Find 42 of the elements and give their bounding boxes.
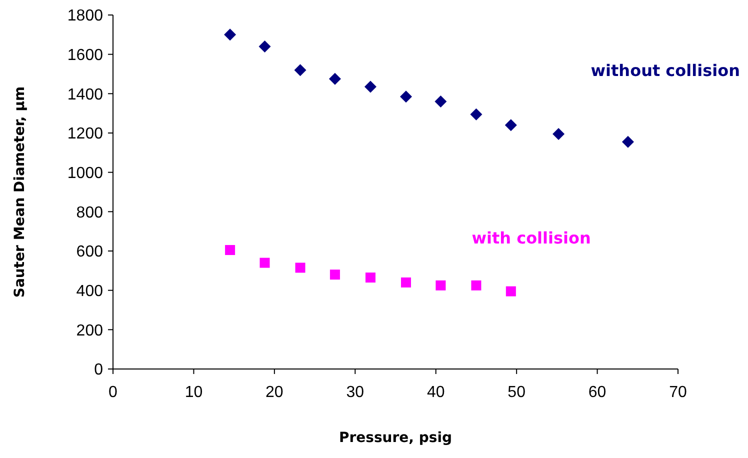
point [364,80,376,93]
y-axis-title: Sauter Mean Diameter, µm [12,86,28,298]
x-tick-label: 50 [508,384,526,401]
point [434,96,447,108]
y-tick-label: 1800 [67,8,104,25]
point [471,280,482,290]
y-tick-label: 600 [76,244,104,261]
y-tick-label: 1600 [67,46,104,64]
text: with collision [472,228,591,248]
point [328,72,341,85]
point [400,90,412,103]
point [365,272,376,283]
y-tick-label: 1200 [67,126,104,143]
y-tick-label: 400 [76,282,104,300]
point [294,64,306,76]
x-tick-label: 30 [346,384,364,401]
point [258,40,271,52]
x-tick-label: 0 [108,384,118,401]
point [400,277,411,288]
y-tick-label: 800 [76,204,104,222]
point [622,136,634,148]
y-tick-label: 0 [94,362,104,379]
x-tick-label: 20 [266,384,284,401]
y-tick-label: 200 [76,322,104,340]
point [436,280,446,290]
y-tick-label: 1000 [67,164,104,182]
point [224,28,236,41]
point [552,128,565,140]
point [504,119,517,132]
point [225,245,236,256]
point [506,286,516,296]
x-axis-title: Pressure, psig [338,430,452,446]
point [260,258,270,268]
x-tick-label: 70 [669,384,687,401]
x-tick-label: 10 [184,384,203,401]
x-tick-label: 60 [588,384,606,401]
point [470,108,482,120]
text: without collision [590,60,740,80]
point [330,270,340,280]
x-tick-label: 40 [426,384,445,401]
point [295,262,306,273]
y-tick-label: 1400 [67,86,104,104]
